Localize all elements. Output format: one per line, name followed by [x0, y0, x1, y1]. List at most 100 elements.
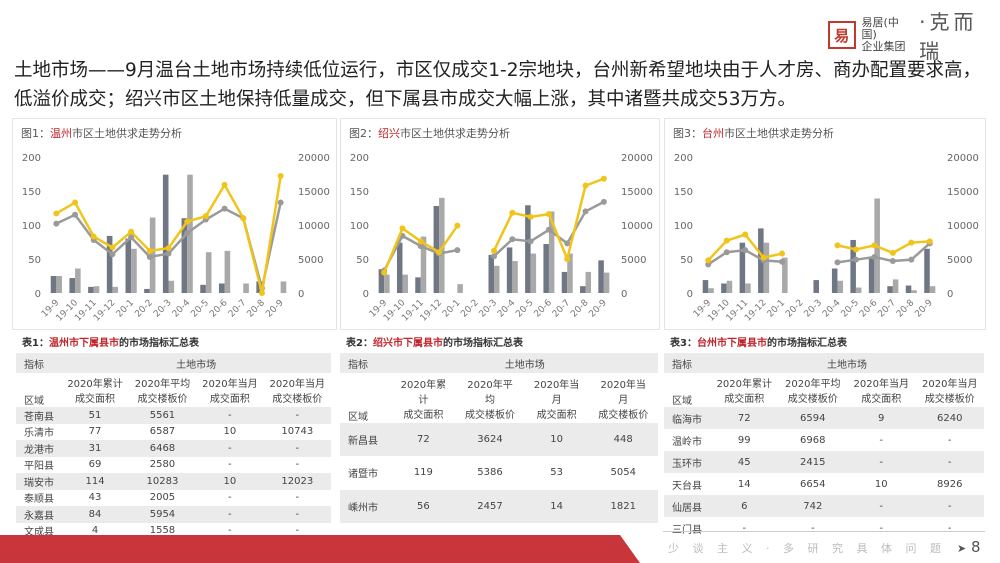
table-cell: 指标 — [664, 353, 711, 373]
title: 表1：温州市下属县市的市场指标汇总表 — [22, 334, 331, 349]
x-tick-label: 20-5 — [189, 298, 211, 320]
yellow-line-point — [165, 245, 172, 252]
x-tick-label: 20-7 — [551, 298, 573, 320]
title-suffix: 市区土地供求走势分析 — [400, 127, 510, 140]
bar-light — [93, 286, 100, 293]
yellow-line-point — [399, 225, 406, 232]
y-tick-label: 100 — [674, 221, 693, 232]
bar-dark — [831, 268, 838, 293]
bar-dark — [488, 254, 494, 293]
table-cell: 2020年累计 成交面积 — [67, 379, 123, 405]
table-cell: 43 — [88, 492, 102, 504]
table-cell: - — [915, 495, 984, 517]
gray-line-point — [582, 208, 589, 215]
table-cell: 8926 — [937, 478, 963, 490]
table-cell: 区域 — [24, 396, 44, 407]
table-row: 嵊州市 56 2457 14 1821 — [340, 489, 658, 523]
table-cell: 12023 — [263, 473, 331, 490]
table-cell: 2020年当月 成交楼板价 — [269, 379, 325, 405]
table-header-row: 指标 土地市场 — [16, 353, 331, 373]
table-header-row: 区域 2020年累 计 成交面积 2020年平 均 成交楼板价 2020年当 月 成交… — [340, 373, 658, 424]
slide-headline: 土地市场——9月温台土地市场持续低位运行，市区仅成交1-2宗地块，台州新希望地块… — [14, 60, 981, 110]
yellow-line-point — [436, 249, 443, 256]
table-cell: 45 — [710, 451, 779, 473]
x-tick-label: 20-8 — [895, 298, 917, 320]
yellow-line-point — [90, 233, 97, 240]
gray-line-point — [889, 258, 896, 265]
x-tick-label: 20-6 — [858, 298, 880, 320]
yellow-line-point — [564, 256, 571, 262]
table-cell: - — [915, 451, 984, 473]
y2-tick-label: 0 — [947, 289, 953, 300]
table-cell: 区域 — [672, 396, 692, 407]
title: 表3：台州市下属县市的市场指标汇总表 — [670, 334, 984, 349]
title-city: 台州 — [702, 127, 724, 140]
title-prefix: 图3： — [673, 127, 702, 140]
bar-dark — [69, 278, 76, 293]
table-row: 诸暨市 119 5386 53 5054 — [340, 456, 658, 489]
bar-light — [420, 236, 427, 293]
bar-dark — [415, 277, 421, 293]
table-cell: 4 — [91, 525, 99, 537]
y-tick-label: 100 — [350, 221, 369, 232]
table-cell: 6468 — [128, 440, 197, 457]
gray-line-point — [109, 251, 116, 258]
bar-dark — [850, 239, 856, 293]
y-tick-label: 200 — [22, 153, 41, 164]
table-cell: - — [295, 492, 300, 504]
x-tick-label: 20-1 — [766, 298, 788, 320]
table-cell: 9 — [847, 407, 916, 429]
bar-dark — [525, 205, 531, 293]
y-tick-label: 50 — [28, 255, 41, 266]
table-cell: - — [196, 440, 264, 457]
y2-tick-label: 15000 — [621, 187, 653, 198]
bar-dark — [721, 283, 727, 293]
table-cell: 5954 — [128, 506, 197, 523]
bar-light — [763, 242, 770, 293]
yellow-line-point — [852, 246, 859, 253]
table-cell: 2020年当月 成交楼板价 — [922, 379, 978, 405]
y2-tick-label: 10000 — [298, 221, 330, 232]
bar-light — [75, 268, 81, 293]
title-suffix: 市区土地供求走势分析 — [724, 127, 834, 140]
yellow-line-point — [871, 242, 878, 249]
bar-light — [585, 271, 592, 293]
gray-line-point — [184, 230, 191, 237]
table-cell: - — [879, 434, 884, 446]
table-cell: - — [196, 407, 264, 424]
bar-dark — [396, 242, 403, 293]
table-cell: 72 — [710, 407, 779, 429]
bar-light — [131, 248, 137, 293]
bar-light — [243, 283, 249, 293]
gray-line-point — [908, 256, 915, 263]
yellow-line-point — [760, 254, 767, 261]
table-cell: 14 — [737, 478, 751, 490]
table-cell: 6594 — [778, 407, 847, 429]
gray-line-point — [128, 234, 135, 241]
y-tick-label: 0 — [35, 289, 41, 300]
bar-light — [402, 274, 408, 293]
x-tick-label: 20-9 — [264, 298, 286, 320]
yellow-line-point — [742, 231, 749, 238]
table-cell: - — [847, 495, 916, 517]
y2-tick-label: 10000 — [947, 221, 979, 232]
footer-red-bar — [0, 535, 640, 563]
table-cell: 31 — [61, 440, 129, 457]
bar-light — [439, 197, 445, 293]
chart-svg: 0501001502000500010000150002000019-919-1… — [22, 153, 330, 324]
bar-dark — [125, 238, 132, 293]
title: 图1：温州市区土地供求走势分析 — [21, 125, 182, 141]
table-cell: 5054 — [610, 467, 636, 479]
table-row: 玉环市 45 2415- - — [664, 451, 984, 473]
yellow-line-point — [582, 182, 589, 189]
table-cell: - — [879, 522, 884, 534]
title: 表2：绍兴市下属县市的市场指标汇总表 — [346, 334, 658, 349]
y-tick-label: 200 — [674, 153, 693, 164]
bar-dark — [218, 283, 225, 293]
y-tick-label: 200 — [350, 153, 369, 164]
table-cell: - — [228, 459, 232, 471]
title-prefix: 图1： — [21, 127, 50, 140]
summary-table: 指标 土地市场 区域 2020年累 计 成交面积 2020年平 均 成交楼板价 2020年… — [340, 353, 658, 523]
yellow-line-point — [240, 215, 247, 222]
gray-line-point — [834, 259, 841, 266]
